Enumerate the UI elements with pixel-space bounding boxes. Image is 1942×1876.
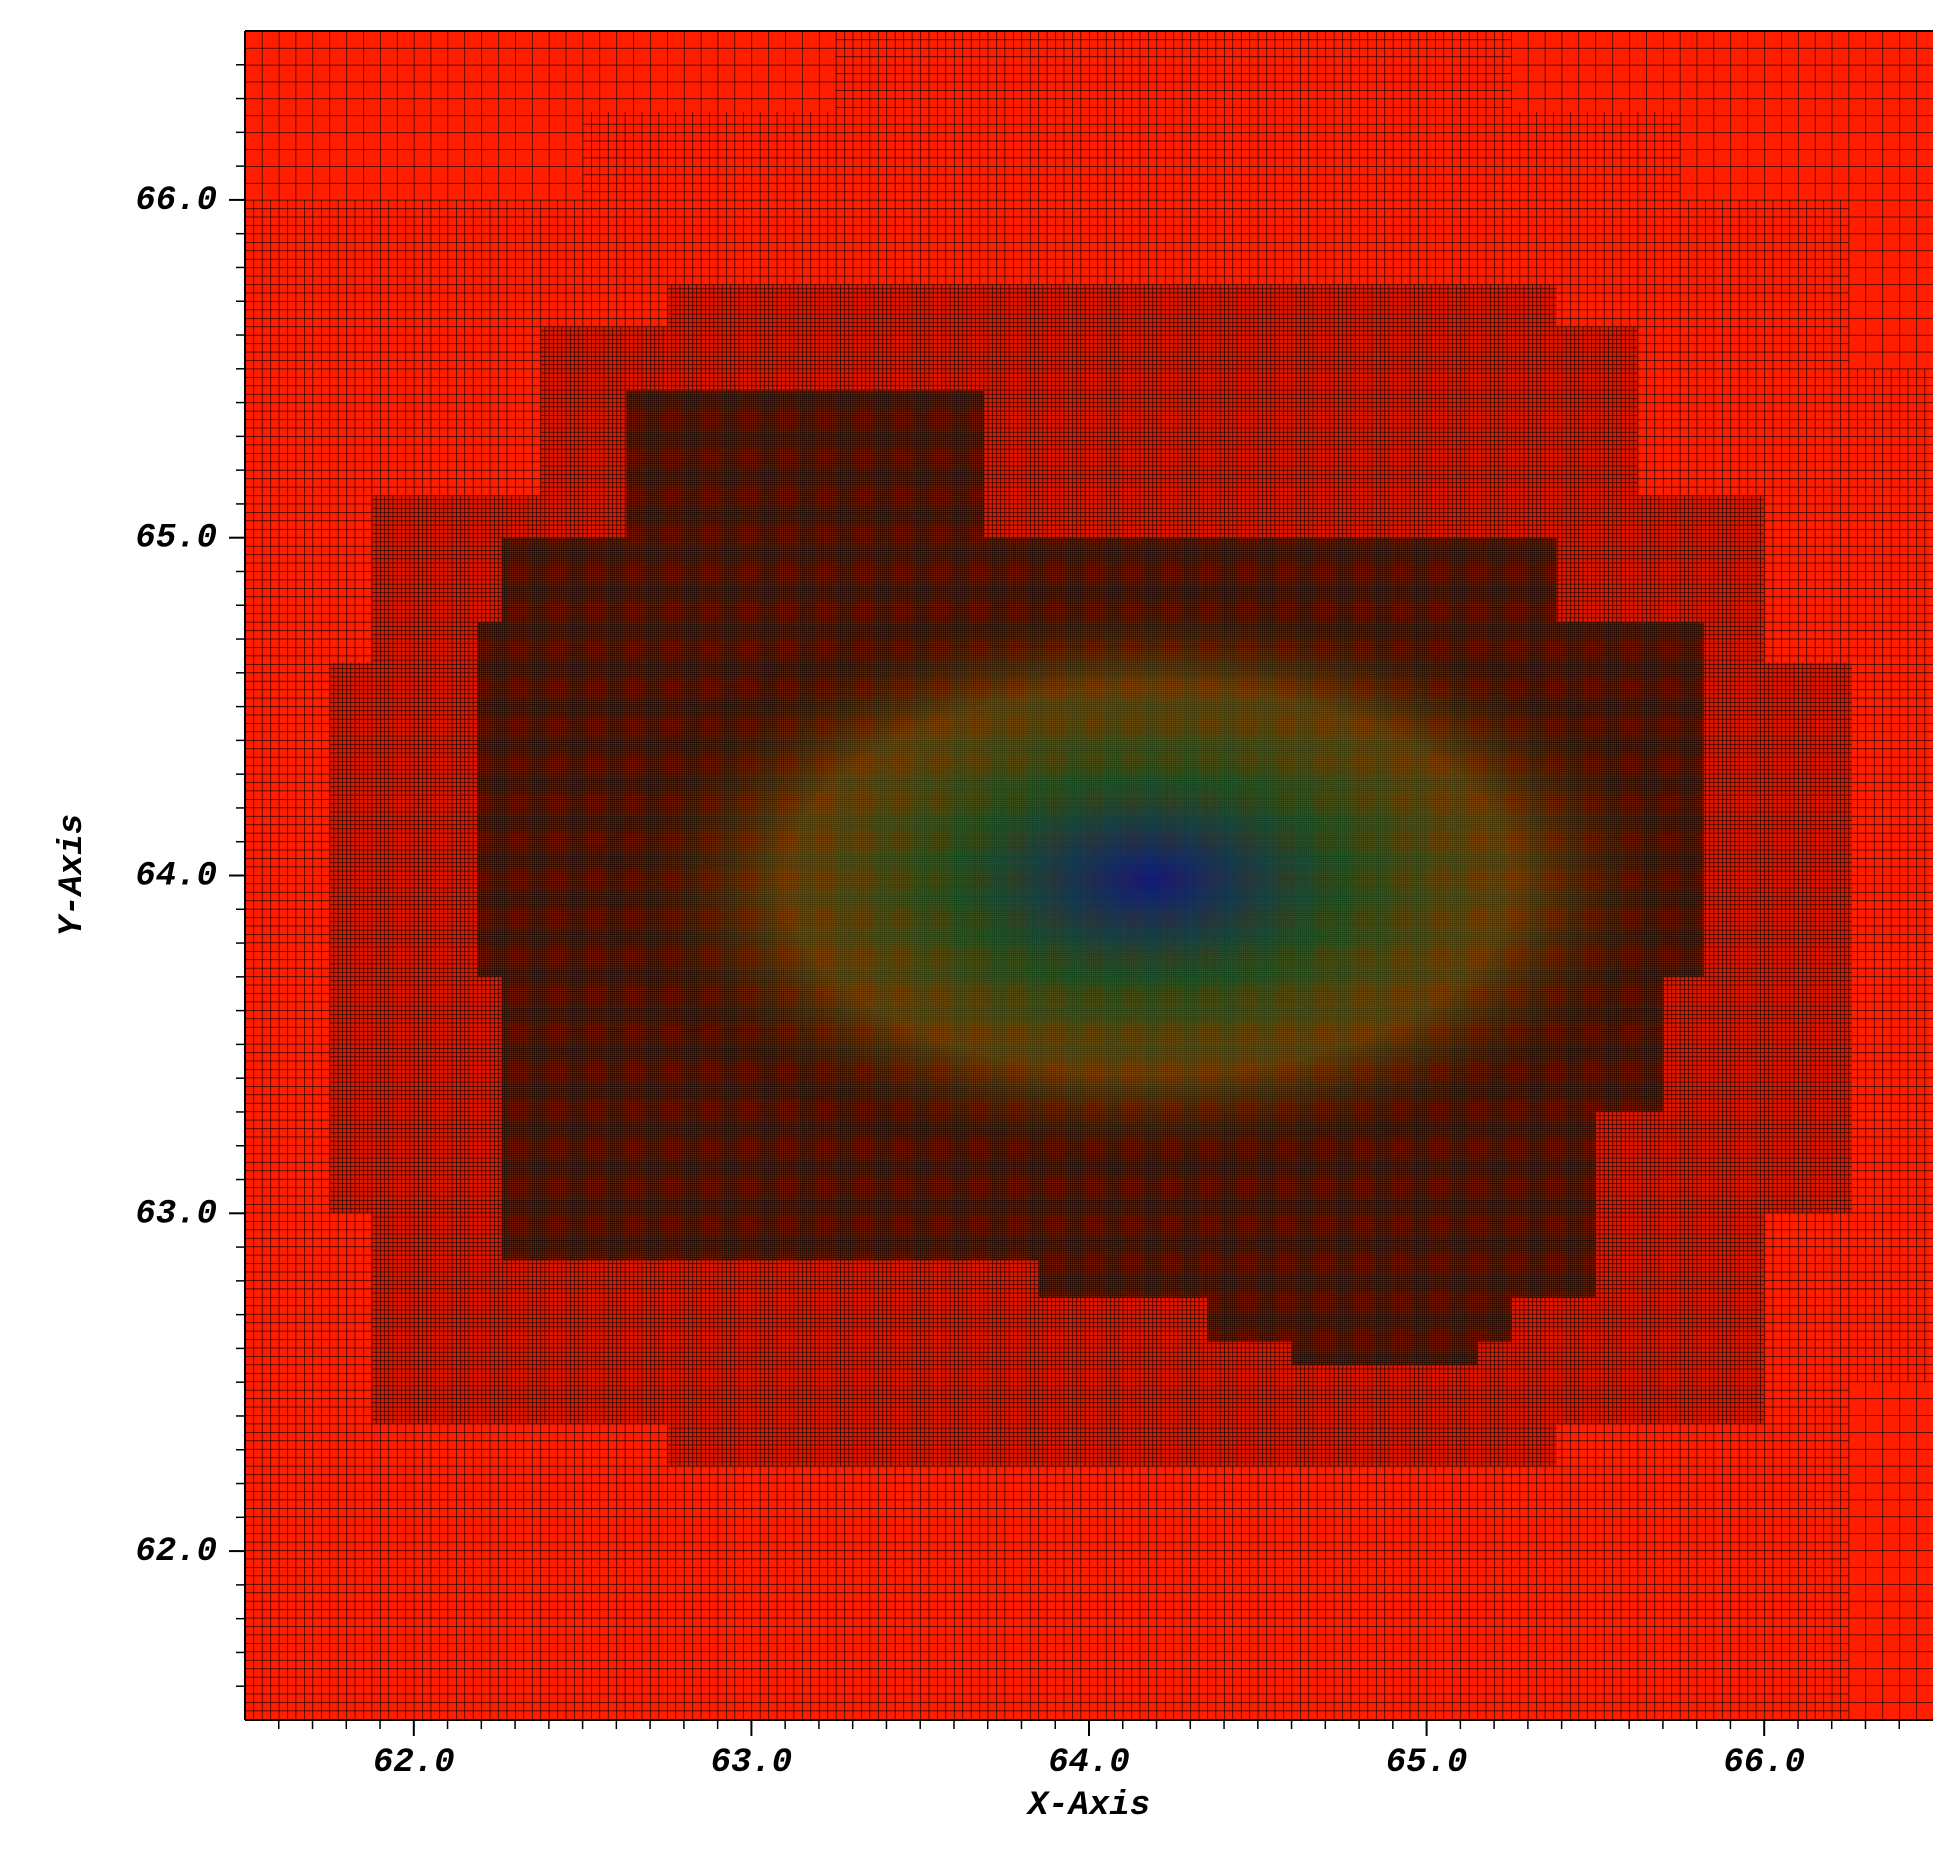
y-axis-label: Y-Axis [54, 814, 92, 936]
x-tick-label: 63.0 [711, 1744, 793, 1782]
mesh-patch [1848, 31, 1933, 369]
x-tick-label: 64.0 [1048, 1744, 1130, 1782]
y-tick-label: 63.0 [135, 1195, 217, 1233]
mesh-patch [245, 31, 583, 200]
axes: 62.0 63.0 64.0 65.0 66.0 62.0 63.0 64.0 65.0 66.0 [135, 30, 1933, 1782]
mesh-patch [1291, 1314, 1478, 1366]
y-tick-label: 64.0 [135, 857, 217, 895]
y-tick-label: 65.0 [135, 520, 217, 558]
y-tick-label: 66.0 [135, 182, 217, 220]
x-axis-label: X-Axis [1026, 1787, 1150, 1825]
x-tick-label: 66.0 [1723, 1744, 1805, 1782]
field-shading [590, 580, 1710, 1180]
y-tick-label: 62.0 [135, 1533, 217, 1571]
mesh-patch [1848, 1382, 1933, 1720]
x-tick-label: 65.0 [1386, 1744, 1468, 1782]
x-tick-label: 62.0 [373, 1744, 455, 1782]
